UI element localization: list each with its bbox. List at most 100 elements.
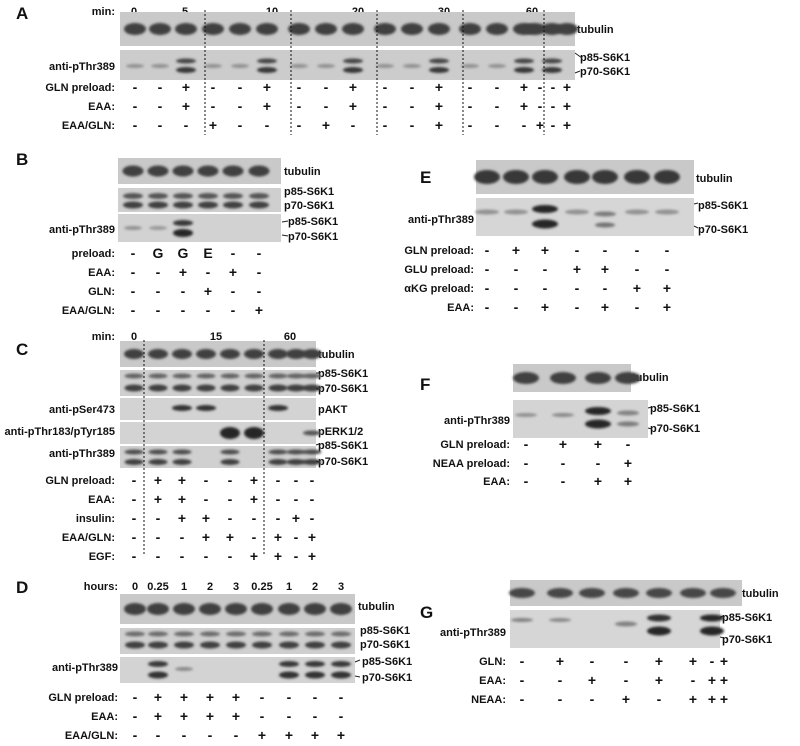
band [198,193,218,199]
treatment-symbol: + [321,117,331,133]
treatment-symbol: - [467,117,473,133]
treatment-symbol: - [338,689,344,705]
band [542,67,562,73]
treatment-symbol: + [307,548,317,564]
row-label-antibody: anti-pThr389 [48,448,115,460]
treatment-symbol: - [467,98,473,114]
band [148,373,168,379]
treatment-symbol: - [494,98,500,114]
leader-line [281,234,289,237]
row-label: GLN preload: [48,692,118,704]
treatment-symbol: - [513,261,519,277]
treatment-symbol: + [434,117,444,133]
row-label: EAA/GLN: [61,120,115,132]
band [149,226,167,230]
panel-letter-c: C [16,340,29,359]
treatment-symbol: + [572,261,582,277]
treatment-symbol: + [177,472,187,488]
treatment-symbol: - [155,283,161,299]
treatment-symbol: + [177,510,187,526]
blot-label-tubulin: tubulin [742,588,779,600]
band [124,373,144,379]
blot-label-tubulin: tubulin [318,349,355,361]
band [461,64,479,68]
band [331,671,351,679]
band [315,23,337,35]
treatment-symbol: - [550,79,556,95]
row-label: EAA/GLN: [64,730,118,742]
blot-label-p85: p85-S6K1 [318,440,369,452]
treatment-symbol: - [256,245,262,261]
treatment-symbol: + [249,548,259,564]
panel-letter-d: D [16,578,29,597]
band [124,23,146,35]
treatment-symbol: + [262,98,272,114]
band [148,449,168,455]
blot-label-tubulin: tubulin [284,166,321,178]
treatment-symbol: - [309,472,315,488]
band [148,459,168,465]
treatment-symbol: + [719,653,729,669]
band [428,23,450,35]
treatment-symbol: - [259,689,265,705]
row-label: GLN preload: [45,82,115,94]
treatment-symbol: - [513,280,519,296]
treatment-symbol: + [562,117,572,133]
treatment-symbol: - [409,79,415,95]
treatment-symbol: - [155,529,161,545]
band [172,449,192,455]
band [176,67,196,73]
panel-c-col-header: 15 [209,331,223,343]
leader-line [719,615,725,618]
band [148,384,168,392]
band [172,459,192,465]
treatment-symbol: - [203,472,209,488]
panel-d-col-header: 1 [285,581,293,593]
band [615,372,641,384]
leader-line [354,659,361,663]
treatment-symbol: + [535,117,545,133]
blot-label-p70: p70-S6K1 [318,456,369,468]
band [172,384,192,392]
treatment-symbol: - [664,242,670,258]
treatment-symbol: - [323,79,329,95]
panel-letter-e: E [420,168,432,187]
blot-label-p85: p85-S6K1 [284,186,335,198]
treatment-symbol: + [348,79,358,95]
band [585,372,611,384]
blot-label-p85: p85-S6K1 [288,216,339,228]
treatment-symbol: + [348,98,358,114]
treatment-symbol: - [183,117,189,133]
band [172,349,192,359]
treatment-symbol: + [273,529,283,545]
treatment-symbol: - [467,79,473,95]
band [199,603,221,615]
band [251,603,273,615]
treatment-symbol: - [132,98,138,114]
treatment-symbol: + [707,691,717,707]
treatment-symbol: - [550,117,556,133]
treatment-symbol: - [131,510,137,526]
treatment-symbol: - [537,98,543,114]
treatment-symbol: - [155,727,161,743]
panel-d-col-header: 1 [180,581,188,593]
treatment-symbol: - [623,672,629,688]
band [148,671,168,679]
treatment-symbol: + [179,689,189,705]
band [286,459,306,465]
treatment-symbol: + [707,672,717,688]
treatment-symbol: - [595,455,601,471]
band [286,349,306,359]
treatment-symbol: - [237,117,243,133]
leader-line [315,443,320,446]
treatment-symbol: - [625,436,631,452]
blot-strip [120,370,316,396]
row-label: GLN preload: [440,439,510,451]
treatment-symbol: - [233,727,239,743]
band [565,209,589,215]
blot-label-p85: p85-S6K1 [722,612,773,624]
treatment-symbol: + [153,689,163,705]
band [124,449,144,455]
band [488,64,506,68]
treatment-symbol: + [249,491,259,507]
